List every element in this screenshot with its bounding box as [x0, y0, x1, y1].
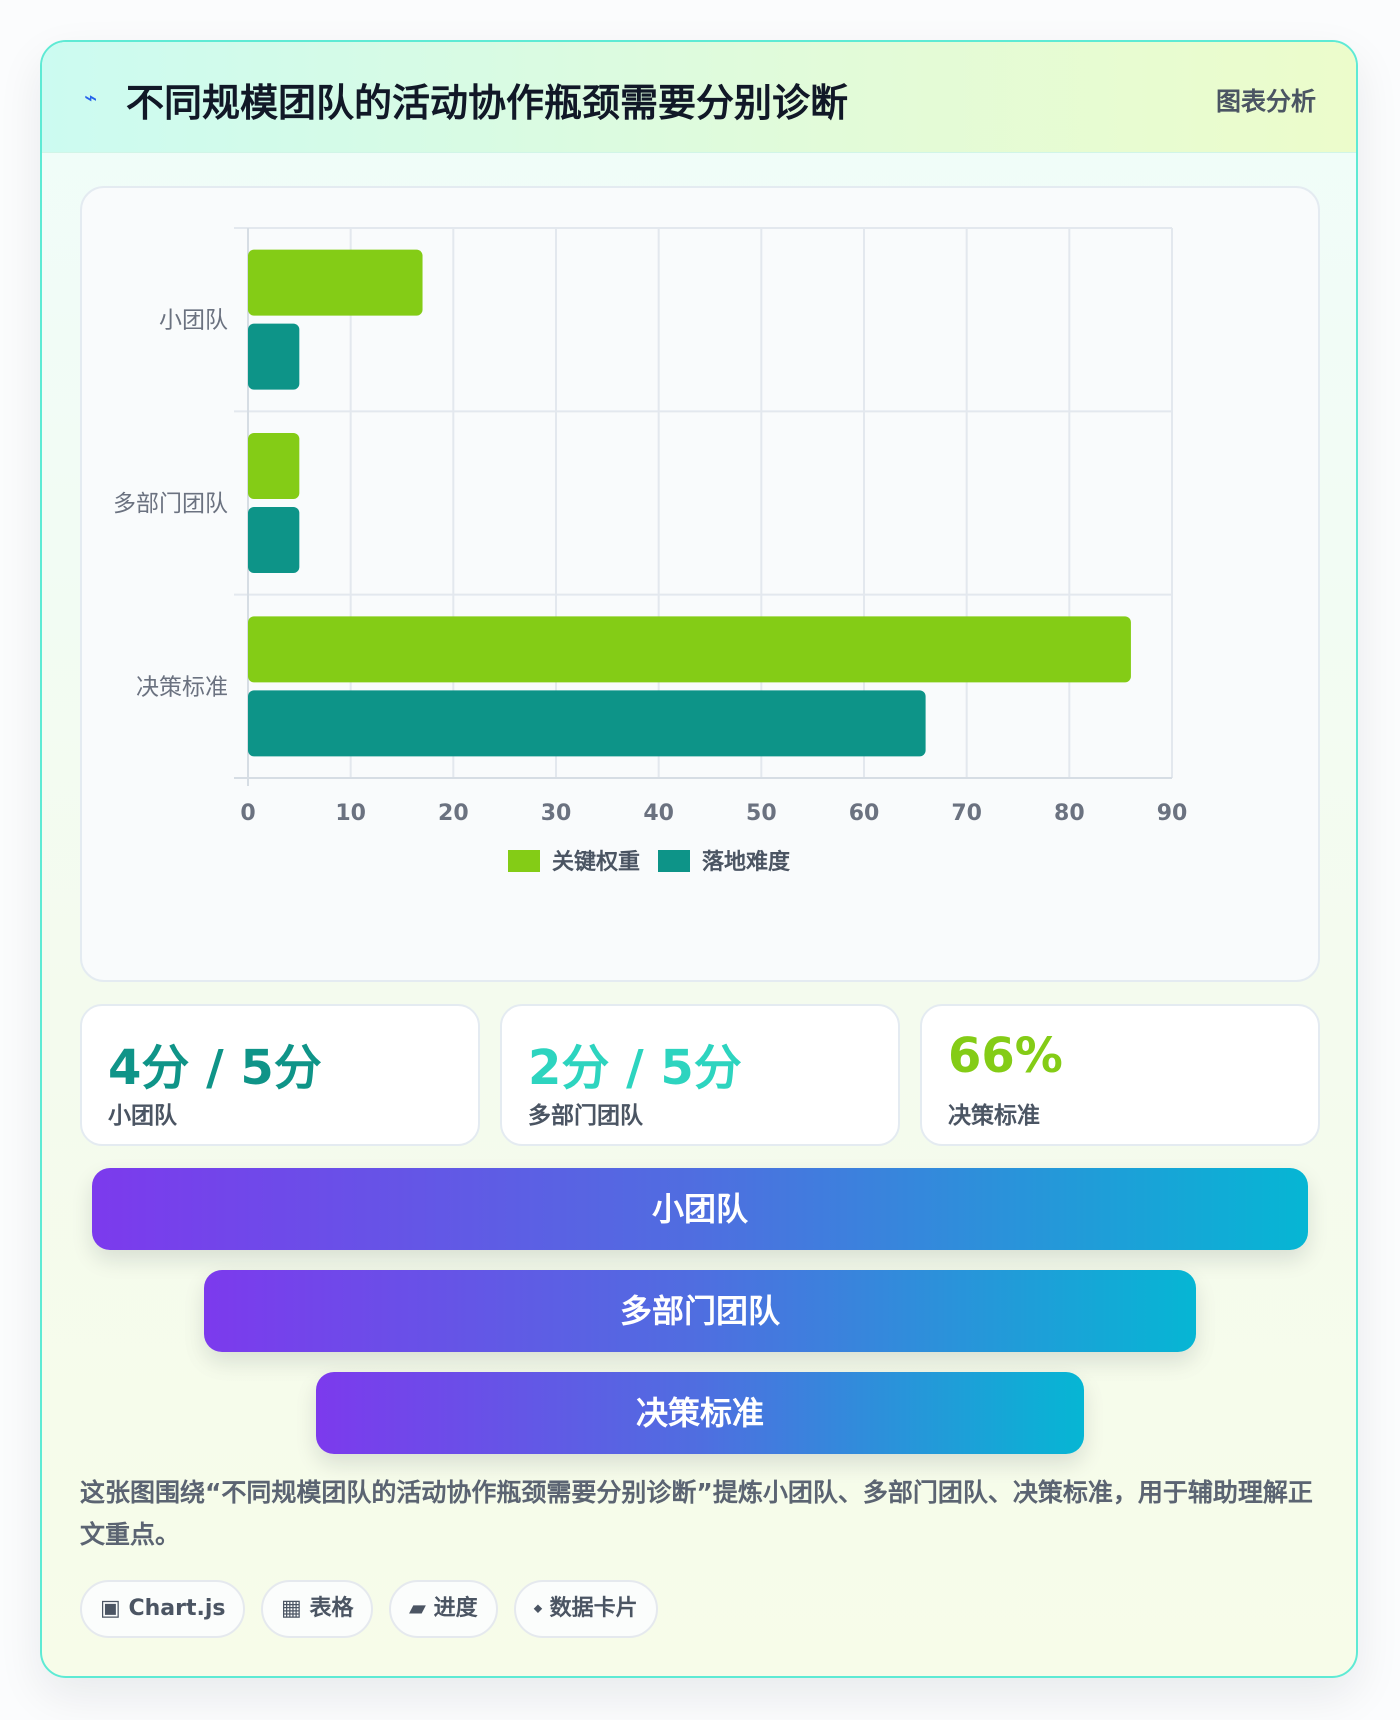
card-header: ⌁ 不同规模团队的活动协作瓶颈需要分别诊断 图表分析 [42, 42, 1356, 153]
stat-value: 4分 / 5分 [108, 1040, 322, 1096]
chip-data-card[interactable]: ⬩ 数据卡片 [514, 1580, 658, 1638]
x-tick-label: 30 [541, 801, 572, 826]
x-tick-label: 50 [746, 801, 777, 826]
funnel-step-decision: 决策标准 [316, 1372, 1084, 1454]
bar-weight [248, 616, 1131, 683]
bar-difficulty [248, 323, 300, 390]
stat-value: 2分 / 5分 [528, 1040, 742, 1096]
bar-weight [248, 249, 423, 316]
stat-cards: 4分 / 5分 小团队 2分 / 5分 多部门团队 66% 决策标准 [80, 1004, 1320, 1146]
legend-label: 落地难度 [702, 849, 791, 875]
chip-label: 表格 [309, 1596, 354, 1621]
x-tick-label: 20 [438, 801, 469, 826]
category-label: 小团队 [159, 308, 228, 334]
category-label: 决策标准 [136, 674, 228, 700]
x-tick-label: 70 [951, 801, 982, 826]
chip-label: Chart.js [128, 1596, 226, 1621]
chip-table[interactable]: ▦ 表格 [261, 1580, 374, 1638]
bar-difficulty [248, 690, 926, 757]
chart-analysis-tag: 图表分析 [1215, 87, 1316, 116]
diamond-icon: ⬩ [534, 1596, 542, 1621]
legend-label: 关键权重 [552, 849, 640, 875]
funnel-step-small-team: 小团队 [92, 1168, 1308, 1250]
chart-icon: ▣ [100, 1596, 121, 1621]
progress-icon: ▰ [409, 1596, 426, 1621]
chart-panel: 小团队多部门团队决策标准 0 10 20 30 40 50 60 70 80 90 关键权重 落地难度 [80, 186, 1320, 982]
chip-progress[interactable]: ▰ 进度 [389, 1580, 498, 1638]
chart-card: ⌁ 不同规模团队的活动协作瓶颈需要分别诊断 图表分析 小团队 多部门团队 决策标准 0… [40, 40, 1358, 1678]
x-tick-label: 10 [335, 801, 366, 826]
stat-card-multi-dept: 2分 / 5分 多部门团队 [500, 1004, 900, 1146]
legend-swatch [658, 850, 690, 872]
stat-value: 66% [948, 1028, 1063, 1084]
x-tick-label: 90 [1157, 801, 1188, 826]
stat-label: 多部门团队 [528, 1103, 643, 1129]
x-tick-label: 0 [240, 801, 255, 826]
funnel-step-multi-dept: 多部门团队 [204, 1270, 1196, 1352]
bar-weight [248, 433, 300, 499]
lightning-icon: ⌁ [84, 86, 98, 111]
stat-card-decision: 66% 决策标准 [920, 1004, 1320, 1146]
x-tick-label: 80 [1054, 801, 1085, 826]
chip-label: 进度 [433, 1596, 478, 1621]
stat-label: 小团队 [108, 1103, 177, 1129]
x-tick-label: 60 [849, 801, 880, 826]
category-label: 多部门团队 [113, 491, 228, 517]
table-icon: ▦ [281, 1596, 302, 1621]
stat-card-small-team: 4分 / 5分 小团队 [80, 1004, 480, 1146]
page-title: 不同规模团队的活动协作瓶颈需要分别诊断 [126, 81, 849, 125]
chip-chartjs[interactable]: ▣ Chart.js [80, 1580, 246, 1638]
bar-difficulty [248, 507, 300, 573]
chip-label: 数据卡片 [549, 1596, 638, 1621]
x-tick-label: 40 [643, 801, 674, 826]
chart-description: 这张图围绕“不同规模团队的活动协作瓶颈需要分别诊断”提炼小团队、多部门团队、决策… [80, 1478, 1313, 1549]
stat-label: 决策标准 [948, 1103, 1040, 1129]
legend-swatch [508, 850, 540, 872]
